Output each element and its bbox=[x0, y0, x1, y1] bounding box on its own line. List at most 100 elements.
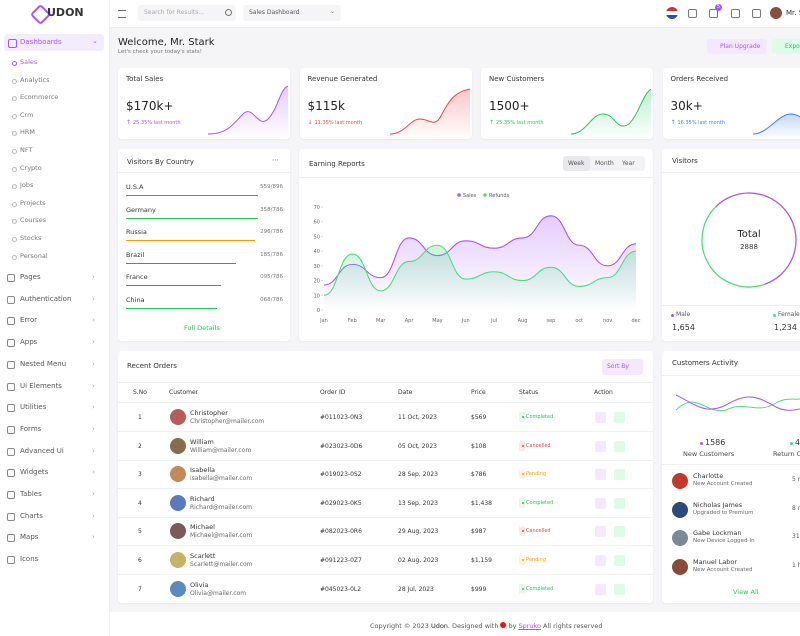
menu-item[interactable]: Tables bbox=[20, 490, 42, 498]
legend-value: 1,234 bbox=[774, 323, 797, 332]
submenu-item[interactable]: Crm bbox=[20, 110, 34, 119]
tab[interactable]: Week bbox=[568, 160, 585, 167]
hamburger[interactable] bbox=[118, 10, 126, 18]
customer-name: Christopher bbox=[190, 409, 228, 417]
stat-value: $115k bbox=[307, 99, 346, 113]
menu-icon bbox=[7, 469, 15, 478]
country-name: China bbox=[126, 296, 145, 304]
menu-item[interactable]: Charts bbox=[20, 511, 43, 520]
submenu-item[interactable]: Jobs bbox=[20, 181, 34, 190]
divider bbox=[662, 464, 800, 465]
cell: 4 bbox=[138, 499, 142, 507]
delete-button[interactable] bbox=[614, 526, 625, 538]
delete-button[interactable] bbox=[614, 583, 625, 595]
button-label: Export bbox=[785, 43, 800, 50]
delete-button[interactable] bbox=[614, 555, 625, 566]
stat-title: Revenue Generated bbox=[307, 75, 378, 83]
chevron: › bbox=[92, 316, 95, 325]
submenu-item[interactable]: NFT bbox=[20, 146, 33, 154]
menu-item[interactable]: Pages bbox=[20, 273, 41, 281]
menu-item[interactable]: Authentication bbox=[20, 294, 72, 303]
customer-name: Michael bbox=[190, 523, 215, 532]
submenu-item[interactable]: Personal bbox=[20, 251, 48, 260]
cell: 2 bbox=[138, 442, 142, 450]
column-header: Order ID bbox=[320, 389, 346, 396]
sidebar bbox=[0, 0, 110, 636]
submenu-item[interactable]: Ecommerce bbox=[20, 93, 59, 102]
submenu-item[interactable]: Analytics bbox=[20, 75, 50, 84]
edit-button[interactable] bbox=[595, 440, 606, 452]
tab[interactable]: Year bbox=[622, 160, 635, 167]
submenu-item[interactable]: Projects bbox=[20, 198, 46, 207]
status-dot bbox=[522, 587, 524, 590]
legend-dot bbox=[773, 314, 776, 317]
x-tick-label: nov bbox=[603, 318, 612, 324]
menu-item[interactable]: Widgets bbox=[20, 468, 49, 477]
action-button[interactable] bbox=[707, 39, 767, 54]
edit-button[interactable] bbox=[595, 412, 606, 423]
submenu-item[interactable]: HRM bbox=[20, 128, 36, 137]
menu-item[interactable]: Advanced Ui bbox=[20, 446, 64, 455]
footer-company[interactable]: Spruko bbox=[518, 622, 542, 630]
header-icon[interactable] bbox=[731, 9, 740, 18]
sort-button[interactable] bbox=[602, 359, 643, 375]
edit-button[interactable] bbox=[595, 497, 606, 509]
legend-label: Refunds bbox=[489, 193, 510, 199]
edit-button[interactable] bbox=[595, 469, 606, 481]
edit-button[interactable] bbox=[595, 583, 606, 595]
delete-button[interactable] bbox=[614, 469, 625, 481]
activity-time: 8 min bbox=[792, 504, 800, 512]
more-menu[interactable]: ⋯ bbox=[272, 156, 279, 164]
submenu-dot bbox=[12, 131, 17, 137]
chevron: › bbox=[92, 381, 95, 390]
delete-button[interactable] bbox=[614, 497, 625, 509]
cell: 13 Sep, 2023 bbox=[398, 499, 438, 507]
delete-button[interactable] bbox=[614, 412, 625, 423]
sparkline-line bbox=[389, 88, 470, 135]
action-button[interactable] bbox=[772, 39, 800, 54]
flag-icon[interactable] bbox=[666, 7, 678, 19]
link[interactable]: View All bbox=[733, 588, 759, 596]
header-icon[interactable] bbox=[688, 9, 697, 18]
row-divider bbox=[118, 516, 653, 518]
menu-item[interactable]: Forms bbox=[20, 424, 42, 433]
tab[interactable]: Month bbox=[595, 160, 614, 167]
link[interactable]: Full Details bbox=[184, 324, 220, 332]
brand: UDON bbox=[47, 6, 84, 19]
country-name: Brazil bbox=[126, 250, 145, 259]
chevron: ⌄ bbox=[330, 8, 336, 15]
sparkline-line bbox=[208, 85, 288, 135]
table-header-line bbox=[118, 402, 653, 403]
menu-item[interactable]: Nested Menu bbox=[20, 359, 67, 368]
submenu-item[interactable]: Sales bbox=[20, 58, 38, 66]
submenu-item[interactable]: Stocks bbox=[20, 234, 42, 242]
header-icon[interactable] bbox=[709, 9, 718, 18]
series-area bbox=[324, 245, 636, 310]
search-box[interactable] bbox=[138, 5, 236, 21]
chevron: › bbox=[92, 424, 95, 433]
cell: #082023-0R6 bbox=[320, 528, 362, 536]
submenu-item[interactable]: Crypto bbox=[20, 163, 42, 172]
menu-item[interactable]: Ui Elements bbox=[20, 381, 62, 390]
cell: #091223-0Z7 bbox=[320, 557, 362, 564]
activity-name: Manuel Labor bbox=[693, 557, 738, 566]
dashboard-select[interactable] bbox=[243, 5, 341, 21]
delete-button[interactable] bbox=[614, 440, 625, 452]
menu-icon bbox=[7, 360, 15, 369]
edit-button[interactable] bbox=[595, 555, 606, 566]
menu-item[interactable]: Dashboards bbox=[20, 38, 62, 46]
x-tick-label: Jul bbox=[490, 318, 497, 324]
column-header: Customer bbox=[169, 389, 199, 396]
stat-change: 16.35% last month bbox=[677, 120, 726, 126]
submenu-item[interactable]: Courses bbox=[20, 216, 47, 225]
menu-item[interactable]: Maps bbox=[20, 533, 39, 542]
menu-item[interactable]: Error bbox=[20, 316, 38, 325]
cell: 7 bbox=[138, 585, 142, 593]
header-icon[interactable] bbox=[752, 9, 761, 18]
menu-item[interactable]: Utilities bbox=[20, 403, 47, 412]
edit-button[interactable] bbox=[595, 526, 606, 538]
menu-item[interactable]: Icons bbox=[20, 555, 39, 564]
menu-item[interactable]: Apps bbox=[20, 338, 38, 347]
menu-icon bbox=[7, 404, 15, 413]
user-avatar[interactable] bbox=[770, 7, 782, 19]
